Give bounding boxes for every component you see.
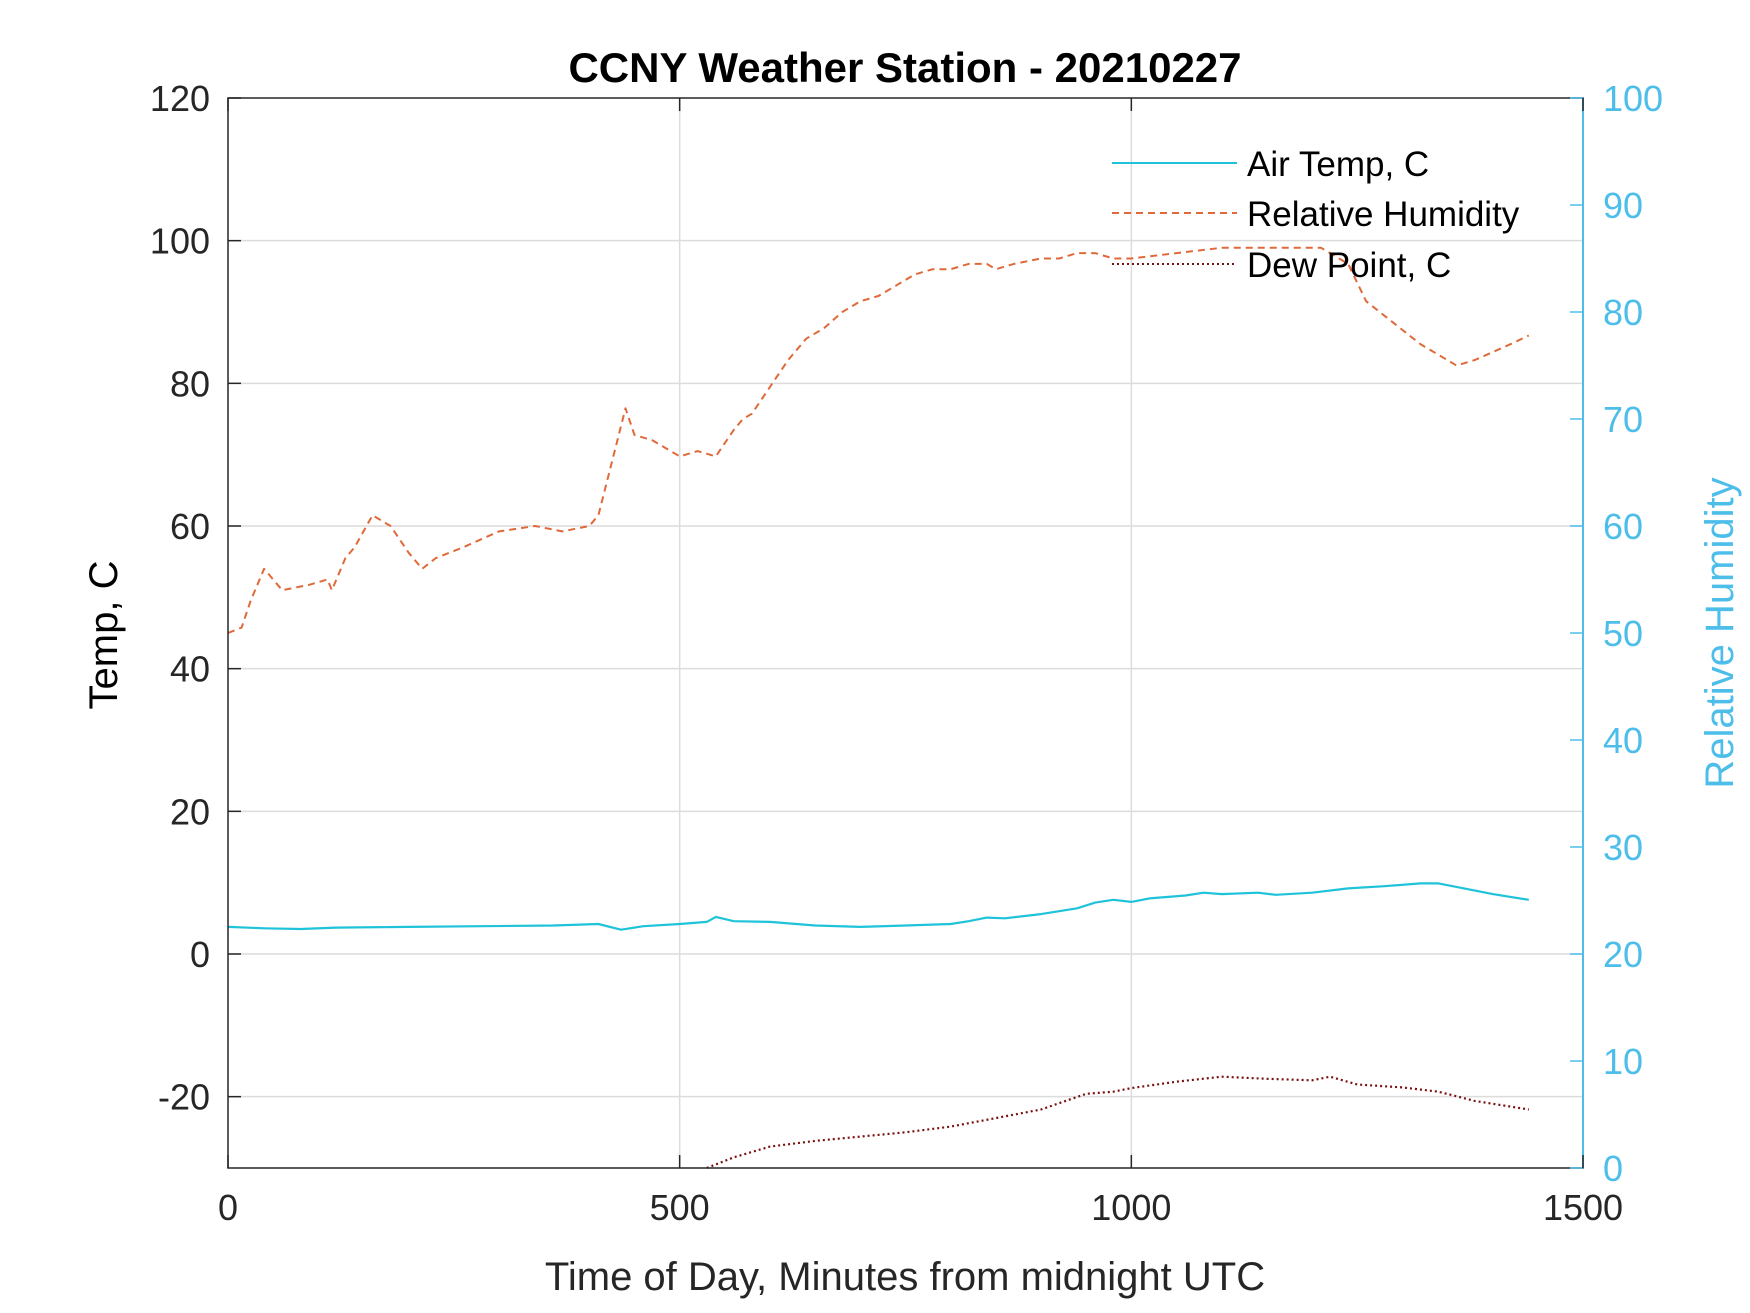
- right-tick-label: 30: [1603, 827, 1643, 868]
- legend: Air Temp, C Relative Humidity Dew Point,…: [1112, 145, 1520, 285]
- left-y-axis: -20 0 20 40 60 80 100 120: [150, 78, 241, 1118]
- x-axis: 0 500 1000 1500: [218, 98, 1623, 1228]
- x-tick-label: 500: [650, 1187, 710, 1228]
- left-y-axis-title: Temp, C: [82, 561, 126, 710]
- right-tick-label: 50: [1603, 613, 1643, 654]
- right-tick-label: 70: [1603, 399, 1643, 440]
- x-tick-label: 0: [218, 1187, 238, 1228]
- left-tick-label: 100: [150, 221, 210, 262]
- x-tick-label: 1500: [1543, 1187, 1623, 1228]
- left-tick-label: 80: [170, 363, 210, 404]
- series-air-temp: [227, 882, 1529, 931]
- chart-title: CCNY Weather Station - 20210227: [568, 44, 1241, 91]
- legend-label-dew-point: Dew Point, C: [1247, 246, 1451, 285]
- left-tick-label: 0: [190, 934, 210, 975]
- left-tick-label: 20: [170, 791, 210, 832]
- right-tick-label: 80: [1603, 292, 1643, 333]
- series-relative-humidity: [227, 246, 1530, 634]
- left-tick-label: -20: [158, 1077, 210, 1118]
- right-tick-label: 100: [1603, 78, 1663, 119]
- grid-lines: [228, 98, 1583, 1168]
- right-y-axis-title: Relative Humidity: [1698, 477, 1742, 788]
- right-tick-label: 60: [1603, 506, 1643, 547]
- series-lines: [227, 246, 1530, 1170]
- x-tick-label: 1000: [1091, 1187, 1171, 1228]
- legend-label-relative-humidity: Relative Humidity: [1247, 195, 1520, 234]
- left-tick-label: 60: [170, 506, 210, 547]
- right-tick-label: 40: [1603, 720, 1643, 761]
- left-tick-label: 120: [150, 78, 210, 119]
- right-tick-label: 0: [1603, 1148, 1623, 1189]
- right-tick-label: 10: [1603, 1041, 1643, 1082]
- right-tick-label: 20: [1603, 934, 1643, 975]
- legend-label-air-temp: Air Temp, C: [1247, 145, 1429, 184]
- right-tick-label: 90: [1603, 185, 1643, 226]
- x-axis-title: Time of Day, Minutes from midnight UTC: [545, 1255, 1265, 1299]
- right-y-axis: 0 10 20 30 40 50 60 70 80 90 100: [1570, 78, 1663, 1189]
- left-tick-label: 40: [170, 649, 210, 690]
